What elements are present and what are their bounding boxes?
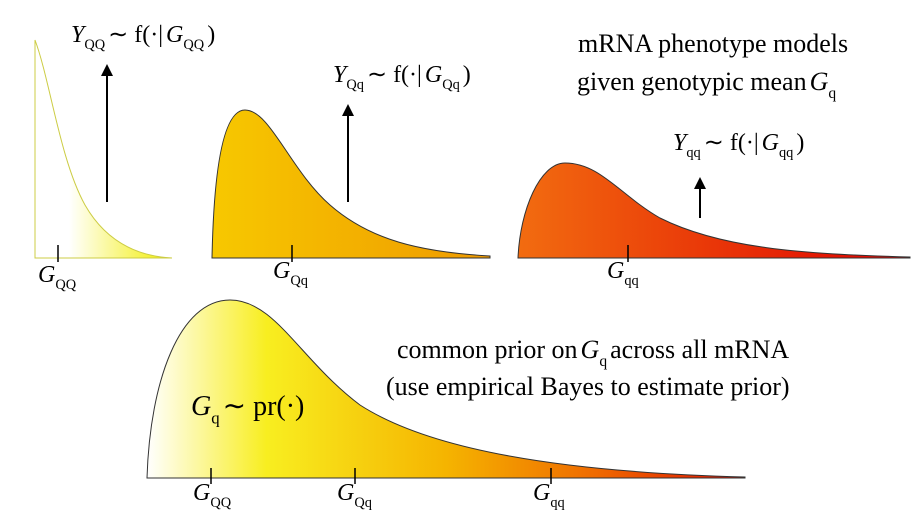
math-part: ) (207, 22, 215, 48)
density-qq-mid (211, 109, 491, 259)
prior-expression: Gq ∼ pr(·) (191, 391, 304, 427)
subscript: q (599, 353, 607, 370)
math-part: Y (71, 22, 87, 48)
model-label: YQQ ∼ f(·| GQQ) (71, 22, 215, 53)
math-part: ) (463, 62, 471, 88)
math-part: ∼ pr(·) (223, 391, 305, 422)
prior-tick-label: GQq (337, 480, 372, 511)
density-qq-upper (34, 39, 173, 259)
mean-label: GQQ (38, 262, 77, 293)
math-part: common prior on (397, 335, 578, 364)
math-part: G (38, 262, 55, 288)
prior-density (146, 299, 746, 479)
math-part: G (425, 62, 442, 88)
math-part: ∼ f(·| (108, 22, 163, 48)
title: given genotypic mean Gq (577, 67, 836, 102)
subscript: qq (550, 495, 564, 511)
math-part: given genotypic mean (577, 67, 807, 96)
math-part: G (166, 22, 183, 48)
math-part: across all mRNA (610, 335, 789, 364)
prior-tick-label: GQQ (193, 480, 232, 511)
subscript: QQ (55, 277, 76, 293)
subscript: QQ (84, 37, 105, 53)
math-part: G (533, 480, 550, 506)
math-part: G (762, 130, 779, 156)
model-label: Yqq ∼ f(·| Gqq) (673, 130, 804, 161)
subscript: qq (779, 145, 793, 161)
prior-text: common prior on Gq across all mRNA (397, 335, 789, 370)
subscript: Qq (346, 77, 364, 93)
math-part: G (337, 480, 354, 506)
subscript: q (828, 85, 836, 102)
math-part: Y (673, 130, 689, 156)
math-part: ∼ f(·| (704, 130, 759, 156)
mean-label: Gqq (607, 258, 639, 289)
math-part: G (193, 480, 210, 506)
subscript: QQ (210, 495, 231, 511)
mean-label: GQq (273, 258, 308, 289)
subscript: Qq (290, 273, 308, 289)
density-qq-lower (517, 162, 911, 259)
math-part: Y (333, 62, 349, 88)
subscript: QQ (183, 37, 204, 53)
math-part: G (607, 258, 624, 284)
math-part: G (191, 391, 211, 422)
ticks (57, 245, 629, 484)
prior-tick-label: Gqq (533, 480, 565, 511)
model-label: YQq ∼ f(·| GQq) (333, 62, 471, 93)
math-part: ∼ f(·| (367, 62, 422, 88)
subscript: qq (624, 273, 638, 289)
subscript: q (211, 408, 220, 427)
math-part: ) (796, 130, 804, 156)
subscript: qq (686, 145, 700, 161)
math-part: G (273, 258, 290, 284)
math-part: G (581, 335, 600, 364)
title: mRNA phenotype models (578, 29, 848, 58)
subscript: Qq (442, 77, 460, 93)
subscript: Qq (354, 495, 372, 511)
math-part: G (810, 67, 829, 96)
prior-text: (use empirical Bayes to estimate prior) (386, 372, 790, 401)
